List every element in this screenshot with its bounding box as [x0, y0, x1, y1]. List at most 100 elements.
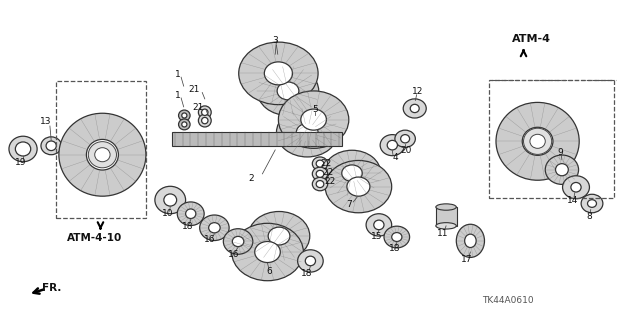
Text: 1: 1	[175, 70, 180, 78]
Text: FR.: FR.	[42, 283, 61, 293]
Ellipse shape	[177, 202, 204, 226]
Text: 9: 9	[557, 148, 563, 157]
Ellipse shape	[588, 200, 596, 207]
Ellipse shape	[200, 215, 229, 241]
Ellipse shape	[305, 256, 316, 266]
Bar	[56, 81, 146, 218]
Ellipse shape	[198, 114, 211, 127]
Text: 2: 2	[249, 174, 254, 183]
Ellipse shape	[496, 102, 579, 180]
Ellipse shape	[571, 182, 581, 192]
Ellipse shape	[223, 229, 253, 254]
Ellipse shape	[401, 135, 410, 143]
Text: 21: 21	[188, 85, 200, 94]
Text: 16: 16	[228, 250, 239, 259]
Text: 5: 5	[312, 105, 317, 114]
Bar	[489, 80, 614, 198]
Ellipse shape	[366, 214, 392, 236]
Ellipse shape	[202, 117, 208, 124]
Bar	[172, 132, 342, 146]
Ellipse shape	[312, 157, 328, 170]
Text: 19: 19	[15, 158, 27, 167]
Text: 18: 18	[389, 244, 401, 253]
Ellipse shape	[316, 181, 324, 188]
Text: 13: 13	[40, 117, 52, 126]
Text: 10: 10	[162, 209, 173, 218]
Text: 1: 1	[175, 91, 180, 100]
Text: 18: 18	[182, 222, 193, 231]
Text: 22: 22	[321, 159, 332, 168]
Ellipse shape	[264, 62, 292, 85]
Ellipse shape	[312, 167, 328, 181]
Ellipse shape	[182, 122, 187, 127]
Ellipse shape	[436, 223, 456, 229]
Ellipse shape	[232, 236, 244, 247]
Ellipse shape	[179, 119, 190, 130]
Ellipse shape	[395, 130, 415, 147]
Ellipse shape	[380, 135, 404, 156]
Ellipse shape	[387, 140, 397, 150]
Ellipse shape	[198, 106, 211, 119]
Ellipse shape	[88, 142, 116, 168]
Ellipse shape	[563, 176, 589, 199]
Text: 14: 14	[567, 196, 579, 204]
Ellipse shape	[86, 139, 118, 170]
Ellipse shape	[202, 109, 208, 115]
Ellipse shape	[41, 137, 61, 155]
Text: 15: 15	[371, 232, 382, 241]
Ellipse shape	[581, 194, 603, 213]
Ellipse shape	[312, 177, 328, 191]
Ellipse shape	[15, 142, 31, 156]
Ellipse shape	[164, 194, 177, 206]
Ellipse shape	[316, 170, 324, 177]
Text: 22: 22	[324, 177, 335, 186]
Ellipse shape	[296, 123, 318, 141]
Ellipse shape	[384, 226, 410, 248]
Text: 12: 12	[412, 87, 424, 96]
Text: 16: 16	[204, 235, 216, 244]
Ellipse shape	[524, 128, 552, 154]
Ellipse shape	[556, 164, 568, 176]
Ellipse shape	[239, 42, 318, 105]
Text: 8: 8	[586, 212, 591, 221]
Ellipse shape	[59, 113, 146, 196]
Ellipse shape	[179, 110, 190, 121]
Ellipse shape	[182, 113, 187, 118]
Ellipse shape	[255, 241, 280, 263]
Ellipse shape	[325, 160, 392, 213]
Ellipse shape	[323, 150, 381, 196]
Text: 18: 18	[301, 269, 313, 278]
Ellipse shape	[276, 108, 338, 157]
Ellipse shape	[277, 82, 299, 100]
Ellipse shape	[268, 227, 290, 245]
Text: 7: 7	[346, 200, 351, 209]
Text: 21: 21	[193, 103, 204, 112]
Text: 6: 6	[266, 267, 271, 276]
Ellipse shape	[248, 211, 310, 261]
Ellipse shape	[403, 99, 426, 118]
Text: 3: 3	[273, 36, 278, 45]
Text: TK44A0610: TK44A0610	[482, 296, 533, 305]
Text: 17: 17	[461, 255, 473, 263]
Ellipse shape	[465, 234, 476, 248]
Text: ATM-4-10: ATM-4-10	[67, 233, 122, 243]
Ellipse shape	[522, 127, 553, 155]
Ellipse shape	[232, 223, 303, 281]
Ellipse shape	[410, 104, 419, 113]
Ellipse shape	[278, 91, 349, 148]
Text: 22: 22	[323, 168, 334, 177]
Text: 4: 4	[393, 153, 398, 162]
Ellipse shape	[456, 224, 484, 257]
FancyBboxPatch shape	[436, 207, 457, 226]
Ellipse shape	[530, 134, 545, 148]
Ellipse shape	[257, 66, 319, 115]
Text: ATM-4: ATM-4	[512, 34, 550, 44]
Ellipse shape	[155, 186, 186, 214]
Text: 11: 11	[437, 229, 449, 238]
Ellipse shape	[301, 109, 326, 130]
Ellipse shape	[545, 155, 579, 184]
Ellipse shape	[342, 165, 362, 182]
Ellipse shape	[374, 220, 384, 230]
Ellipse shape	[436, 204, 456, 210]
Ellipse shape	[46, 141, 56, 151]
